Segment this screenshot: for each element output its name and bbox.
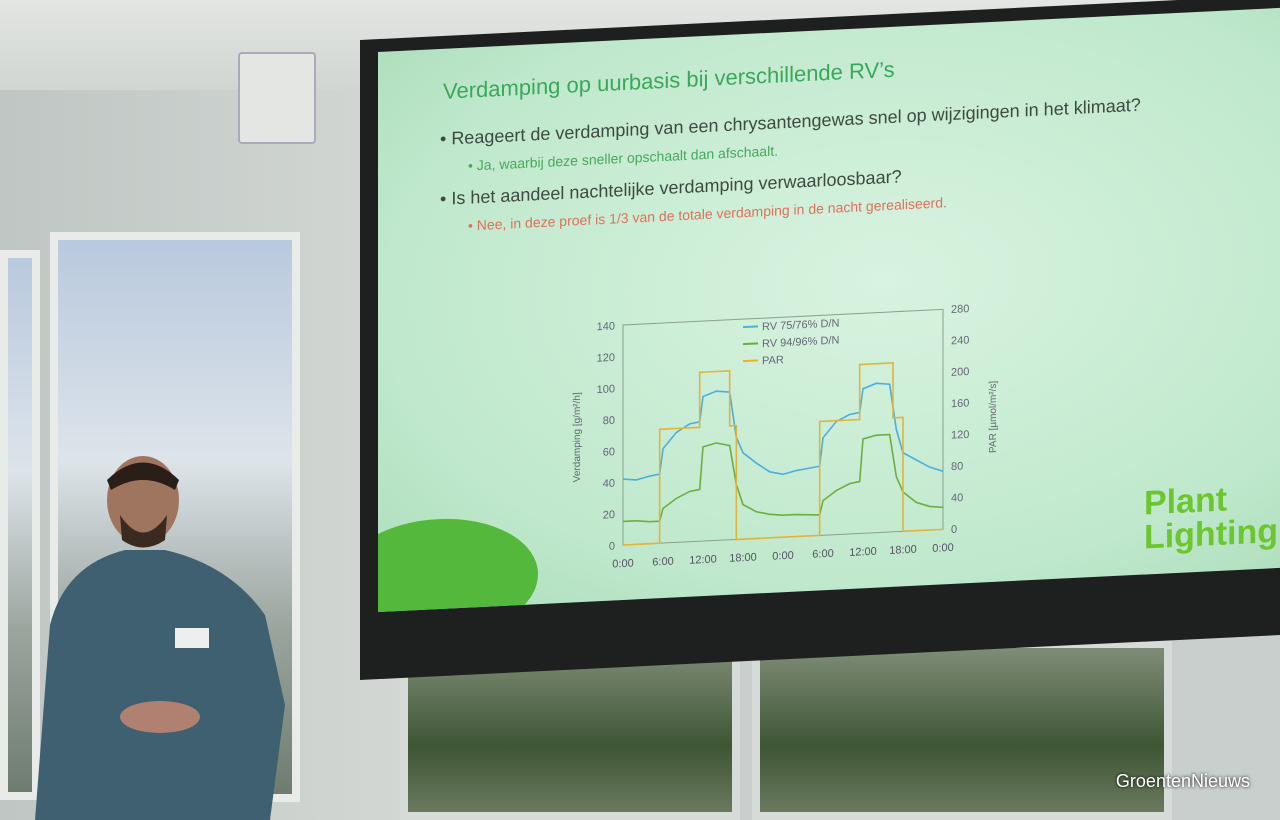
legend-label: PAR bbox=[762, 354, 784, 367]
wall-speaker bbox=[238, 52, 316, 144]
y-tick-label: 60 bbox=[603, 446, 615, 459]
presenter bbox=[35, 456, 285, 820]
bullet: • Reageert de verdamping van een chrysan… bbox=[440, 94, 1141, 149]
y-tick-label: 120 bbox=[597, 352, 615, 365]
legend-swatch bbox=[743, 359, 758, 363]
window-left bbox=[0, 250, 40, 800]
y-tick-label: 0 bbox=[609, 540, 615, 552]
y2-tick-label: 0 bbox=[951, 524, 957, 536]
series-line-2 bbox=[623, 362, 943, 546]
legend-swatch bbox=[743, 342, 758, 346]
y-tick-label: 40 bbox=[603, 478, 615, 491]
plant-lighting-logo: Plant Lighting bbox=[1143, 480, 1278, 557]
x-tick-label: 0:00 bbox=[612, 557, 633, 570]
y-tick-label: 20 bbox=[603, 509, 615, 522]
y-tick-label: 140 bbox=[597, 320, 615, 333]
y2-tick-label: 80 bbox=[951, 461, 963, 474]
y2-tick-label: 40 bbox=[951, 492, 963, 505]
y2-tick-label: 120 bbox=[951, 429, 969, 442]
series-line-0 bbox=[622, 382, 944, 481]
watermark: GroentenNieuws bbox=[1115, 771, 1250, 791]
y2-tick-label: 280 bbox=[951, 303, 969, 316]
x-tick-label: 0:00 bbox=[932, 542, 953, 555]
y2-tick-label: 200 bbox=[951, 366, 969, 379]
x-tick-label: 0:00 bbox=[772, 550, 793, 563]
legend-swatch bbox=[743, 325, 758, 329]
sub-bullet: • Ja, waarbij deze sneller opschaalt dan… bbox=[468, 142, 778, 174]
x-tick-label: 18:00 bbox=[729, 551, 757, 564]
x-tick-label: 12:00 bbox=[689, 553, 717, 566]
y2-tick-label: 160 bbox=[951, 397, 969, 410]
decorative-swoosh bbox=[378, 514, 538, 612]
chart: 0 20 40 60 80 100 120 140 0 40 80 120 160 200 240 280 0:… bbox=[572, 303, 999, 570]
slide: Verdamping op uurbasis bij verschillende… bbox=[378, 7, 1280, 612]
x-tick-label: 6:00 bbox=[812, 548, 833, 561]
y-tick-label: 100 bbox=[597, 383, 615, 396]
x-tick-label: 6:00 bbox=[652, 556, 673, 569]
legend-label: RV 75/76% D/N bbox=[762, 317, 839, 333]
x-tick-label: 12:00 bbox=[849, 546, 877, 559]
x-tick-label: 18:00 bbox=[889, 544, 917, 557]
window-lower bbox=[752, 640, 1172, 820]
legend-label: RV 94/96% D/N bbox=[762, 334, 839, 350]
y2-tick-label: 240 bbox=[951, 335, 969, 348]
y-axis-label: Verdamping [g/m²/h] bbox=[572, 392, 583, 483]
y2-axis-label: PAR [µmol/m²/s] bbox=[988, 380, 999, 453]
series-line-1 bbox=[623, 433, 944, 523]
y-tick-label: 80 bbox=[603, 415, 615, 428]
slide-title: Verdamping op uurbasis bij verschillende… bbox=[443, 56, 895, 104]
